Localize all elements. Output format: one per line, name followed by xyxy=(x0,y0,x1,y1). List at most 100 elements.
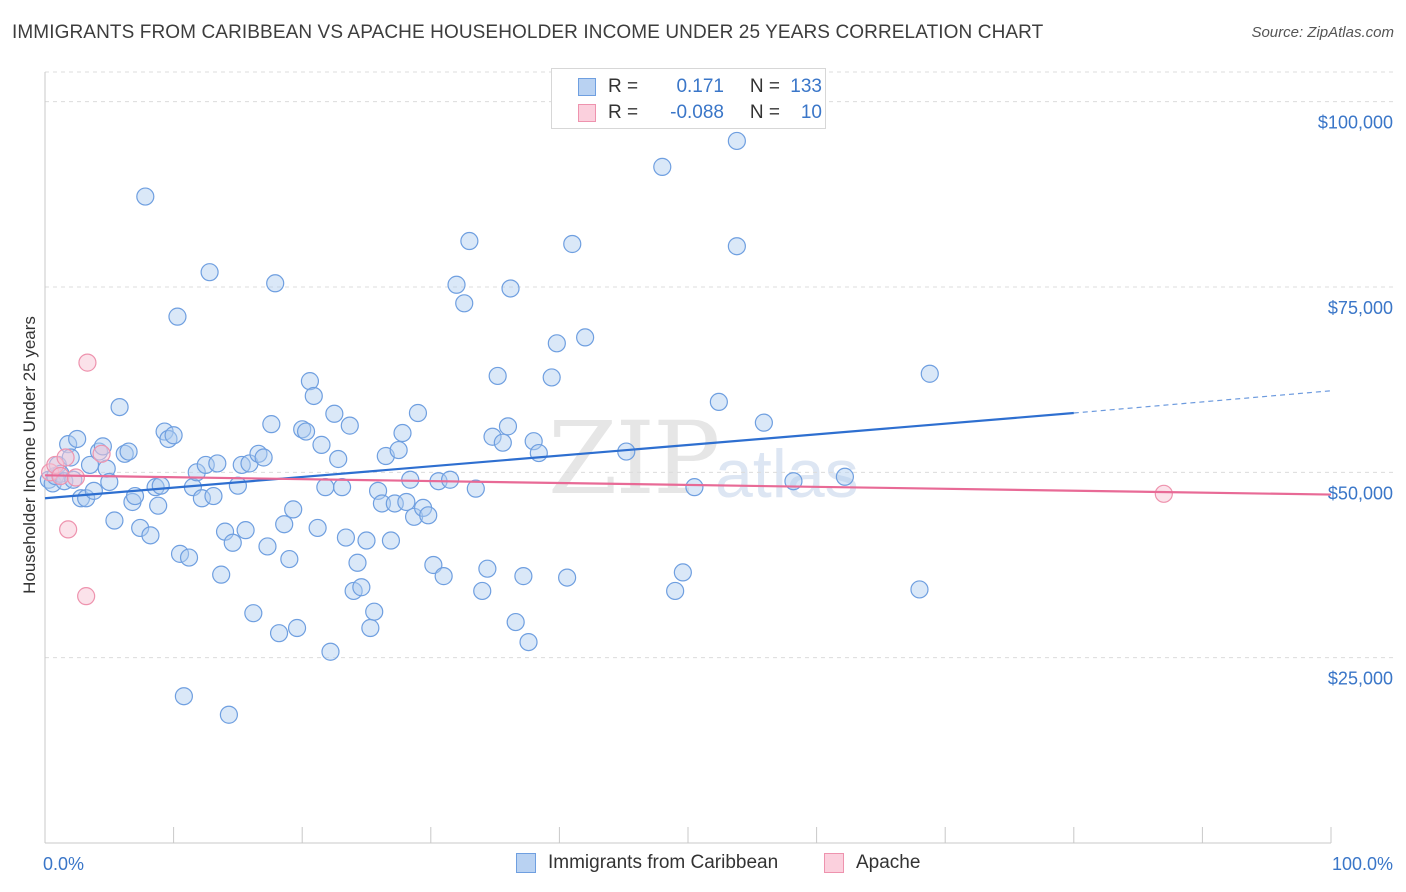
caribbean-point xyxy=(685,478,704,497)
apache-point xyxy=(1154,484,1173,503)
apache-point xyxy=(77,587,96,606)
caribbean-point xyxy=(304,386,323,406)
caribbean-point xyxy=(296,422,316,441)
caribbean-point xyxy=(275,515,294,534)
caribbean-point xyxy=(329,449,348,469)
caribbean-point xyxy=(361,618,380,638)
watermark-atlas: atlas xyxy=(715,436,859,512)
caribbean-point xyxy=(488,366,507,386)
caribbean-point xyxy=(200,263,219,282)
y-tick-label: $100,000 xyxy=(1318,113,1393,133)
caribbean-point xyxy=(164,426,183,445)
caribbean-point xyxy=(357,531,376,550)
caribbean-point xyxy=(473,581,492,601)
apache-point xyxy=(78,353,97,372)
caribbean-point xyxy=(542,368,561,387)
watermark-zip: ZIP xyxy=(548,400,720,517)
legend-item-apache[interactable]: Apache xyxy=(824,852,920,874)
caribbean-point xyxy=(174,687,193,706)
legend-row-apache: R = -0.088 N = 10 xyxy=(578,101,822,125)
y-tick-label: $75,000 xyxy=(1328,298,1393,318)
caribbean-point xyxy=(385,494,404,513)
caribbean-point xyxy=(563,234,582,254)
caribbean-point xyxy=(434,567,453,586)
axes xyxy=(44,72,1332,844)
caribbean-point xyxy=(920,364,939,383)
caribbean-point xyxy=(68,429,87,449)
caribbean-point xyxy=(269,624,289,643)
caribbean-point xyxy=(483,427,502,446)
caribbean-swatch xyxy=(578,78,596,96)
caribbean-point xyxy=(447,275,466,294)
caribbean-point xyxy=(280,549,299,569)
caribbean-point xyxy=(381,531,401,550)
r-value: 0.171 xyxy=(676,76,724,97)
legend-label-caribbean: Immigrants from Caribbean xyxy=(548,852,779,873)
caribbean-trend-line xyxy=(44,411,1074,500)
apache-swatch xyxy=(824,853,844,873)
caribbean-point xyxy=(529,443,548,463)
caribbean-point xyxy=(419,506,438,525)
y-tick-label: $50,000 xyxy=(1328,483,1393,503)
caribbean-point xyxy=(254,448,273,467)
caribbean-point xyxy=(455,294,474,313)
r-label: R = xyxy=(608,76,639,97)
source-label: Source: ZipAtlas.com xyxy=(1251,24,1394,41)
caribbean-point xyxy=(228,476,247,495)
caribbean-point xyxy=(332,478,352,497)
caribbean-point xyxy=(558,568,577,587)
legend-label-apache: Apache xyxy=(856,852,921,873)
caribbean-point xyxy=(179,548,199,567)
tick-labels: $25,000 $50,000 $75,000 $100,000 0.0% 100.0% xyxy=(43,113,1393,874)
caribbean-point xyxy=(666,581,685,601)
caribbean-point xyxy=(212,565,231,584)
caribbean-point xyxy=(204,486,223,506)
caribbean-point xyxy=(524,432,543,451)
caribbean-point xyxy=(835,467,854,486)
legend-item-caribbean[interactable]: Immigrants from Caribbean xyxy=(516,852,778,874)
caribbean-point xyxy=(105,511,124,530)
series-legend: Immigrants from Caribbean Apache xyxy=(0,852,1406,878)
caribbean-point xyxy=(460,231,479,251)
caribbean-point xyxy=(424,555,443,575)
apache-point xyxy=(92,444,111,463)
caribbean-swatch xyxy=(516,853,536,873)
caribbean-point xyxy=(308,518,327,538)
caribbean-point xyxy=(340,416,359,435)
caribbean-point xyxy=(170,544,190,563)
caribbean-point xyxy=(244,604,263,623)
caribbean-point xyxy=(506,612,525,632)
caribbean-point xyxy=(466,479,485,498)
caribbean-point xyxy=(393,423,412,443)
caribbean-point xyxy=(110,397,129,417)
caribbean-point xyxy=(300,372,320,391)
caribbean-point xyxy=(131,518,150,538)
caribbean-point xyxy=(168,307,187,326)
caribbean-point xyxy=(547,334,566,353)
apache-point xyxy=(66,468,85,487)
caribbean-point xyxy=(576,328,595,347)
chart-title: IMMIGRANTS FROM CARIBBEAN VS APACHE HOUS… xyxy=(12,22,1044,43)
caribbean-point xyxy=(141,526,160,545)
caribbean-point xyxy=(352,578,371,597)
caribbean-point xyxy=(196,455,215,475)
apache-point xyxy=(56,448,75,467)
caribbean-point xyxy=(149,496,168,515)
n-label: N = xyxy=(749,76,780,97)
caribbean-point xyxy=(727,131,746,151)
apache-points xyxy=(41,353,1173,606)
caribbean-point xyxy=(219,705,238,724)
r-label: R = xyxy=(608,102,639,123)
caribbean-point xyxy=(709,392,728,411)
caribbean-point xyxy=(100,472,119,492)
apache-trend-line xyxy=(44,474,1332,496)
caribbean-point xyxy=(208,454,227,473)
n-label: N = xyxy=(749,102,780,123)
caribbean-point xyxy=(223,533,242,552)
caribbean-point xyxy=(910,580,929,599)
caribbean-point xyxy=(498,417,518,436)
gridlines xyxy=(45,71,1393,659)
caribbean-point xyxy=(754,413,773,432)
caribbean-point xyxy=(336,528,356,547)
correlation-legend: R = 0.171 N = 133 R = -0.088 N = 10 xyxy=(551,68,826,129)
